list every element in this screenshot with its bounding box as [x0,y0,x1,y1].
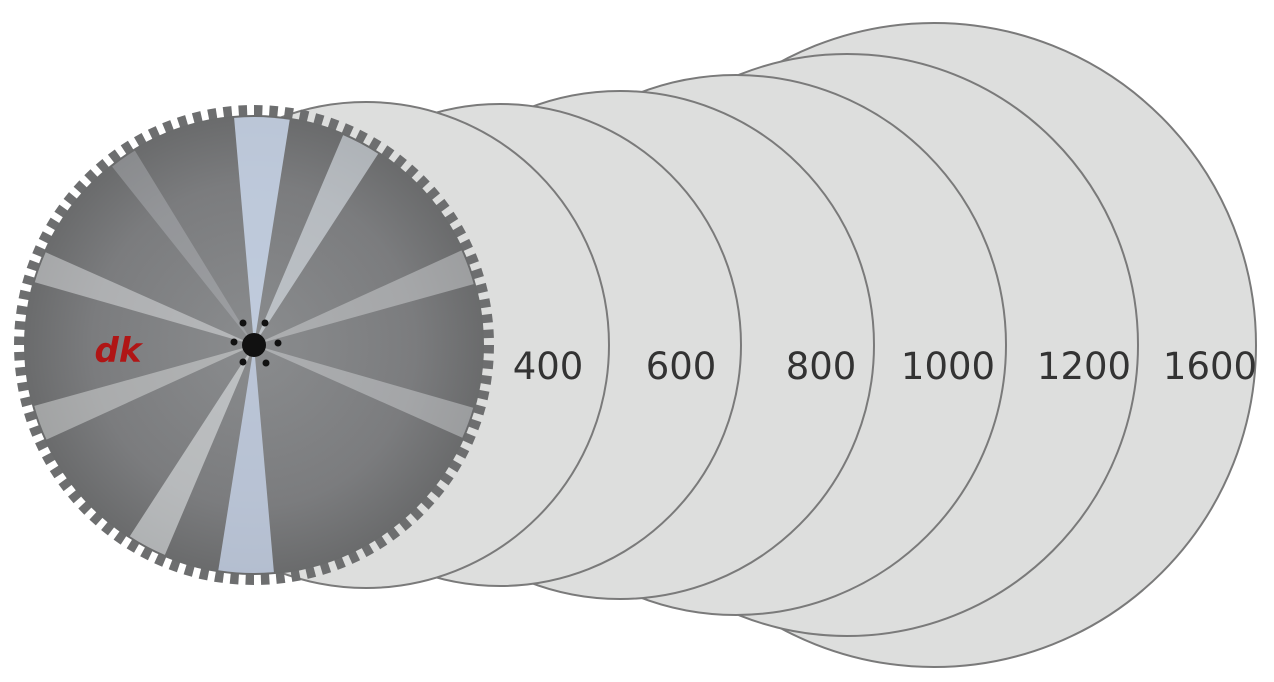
blade-pin-holes [230,319,282,367]
blade-logo: dk [95,331,144,371]
blade-reflection-2 [254,250,474,345]
size-label-1200: 1200 [1037,345,1131,388]
blade-reflection-6 [34,345,254,440]
blade-reflections [34,117,474,573]
blade-reflection-7 [34,252,254,345]
size-label-400: 400 [513,345,584,388]
blade-arbor-hole [242,333,266,357]
blade-reflection-3 [254,345,474,438]
size-label-1000: 1000 [901,345,995,388]
saw-blade: dk [14,105,494,585]
blade-reflection-4 [218,345,274,573]
blade-reflection-5 [129,345,254,555]
blade-reflection-8 [112,150,254,345]
blade-reflection-1 [254,135,379,345]
size-label-1600: 1600 [1163,345,1257,388]
blade-reflection-0 [234,117,290,345]
size-label-800: 800 [786,345,857,388]
size-label-600: 600 [646,345,717,388]
